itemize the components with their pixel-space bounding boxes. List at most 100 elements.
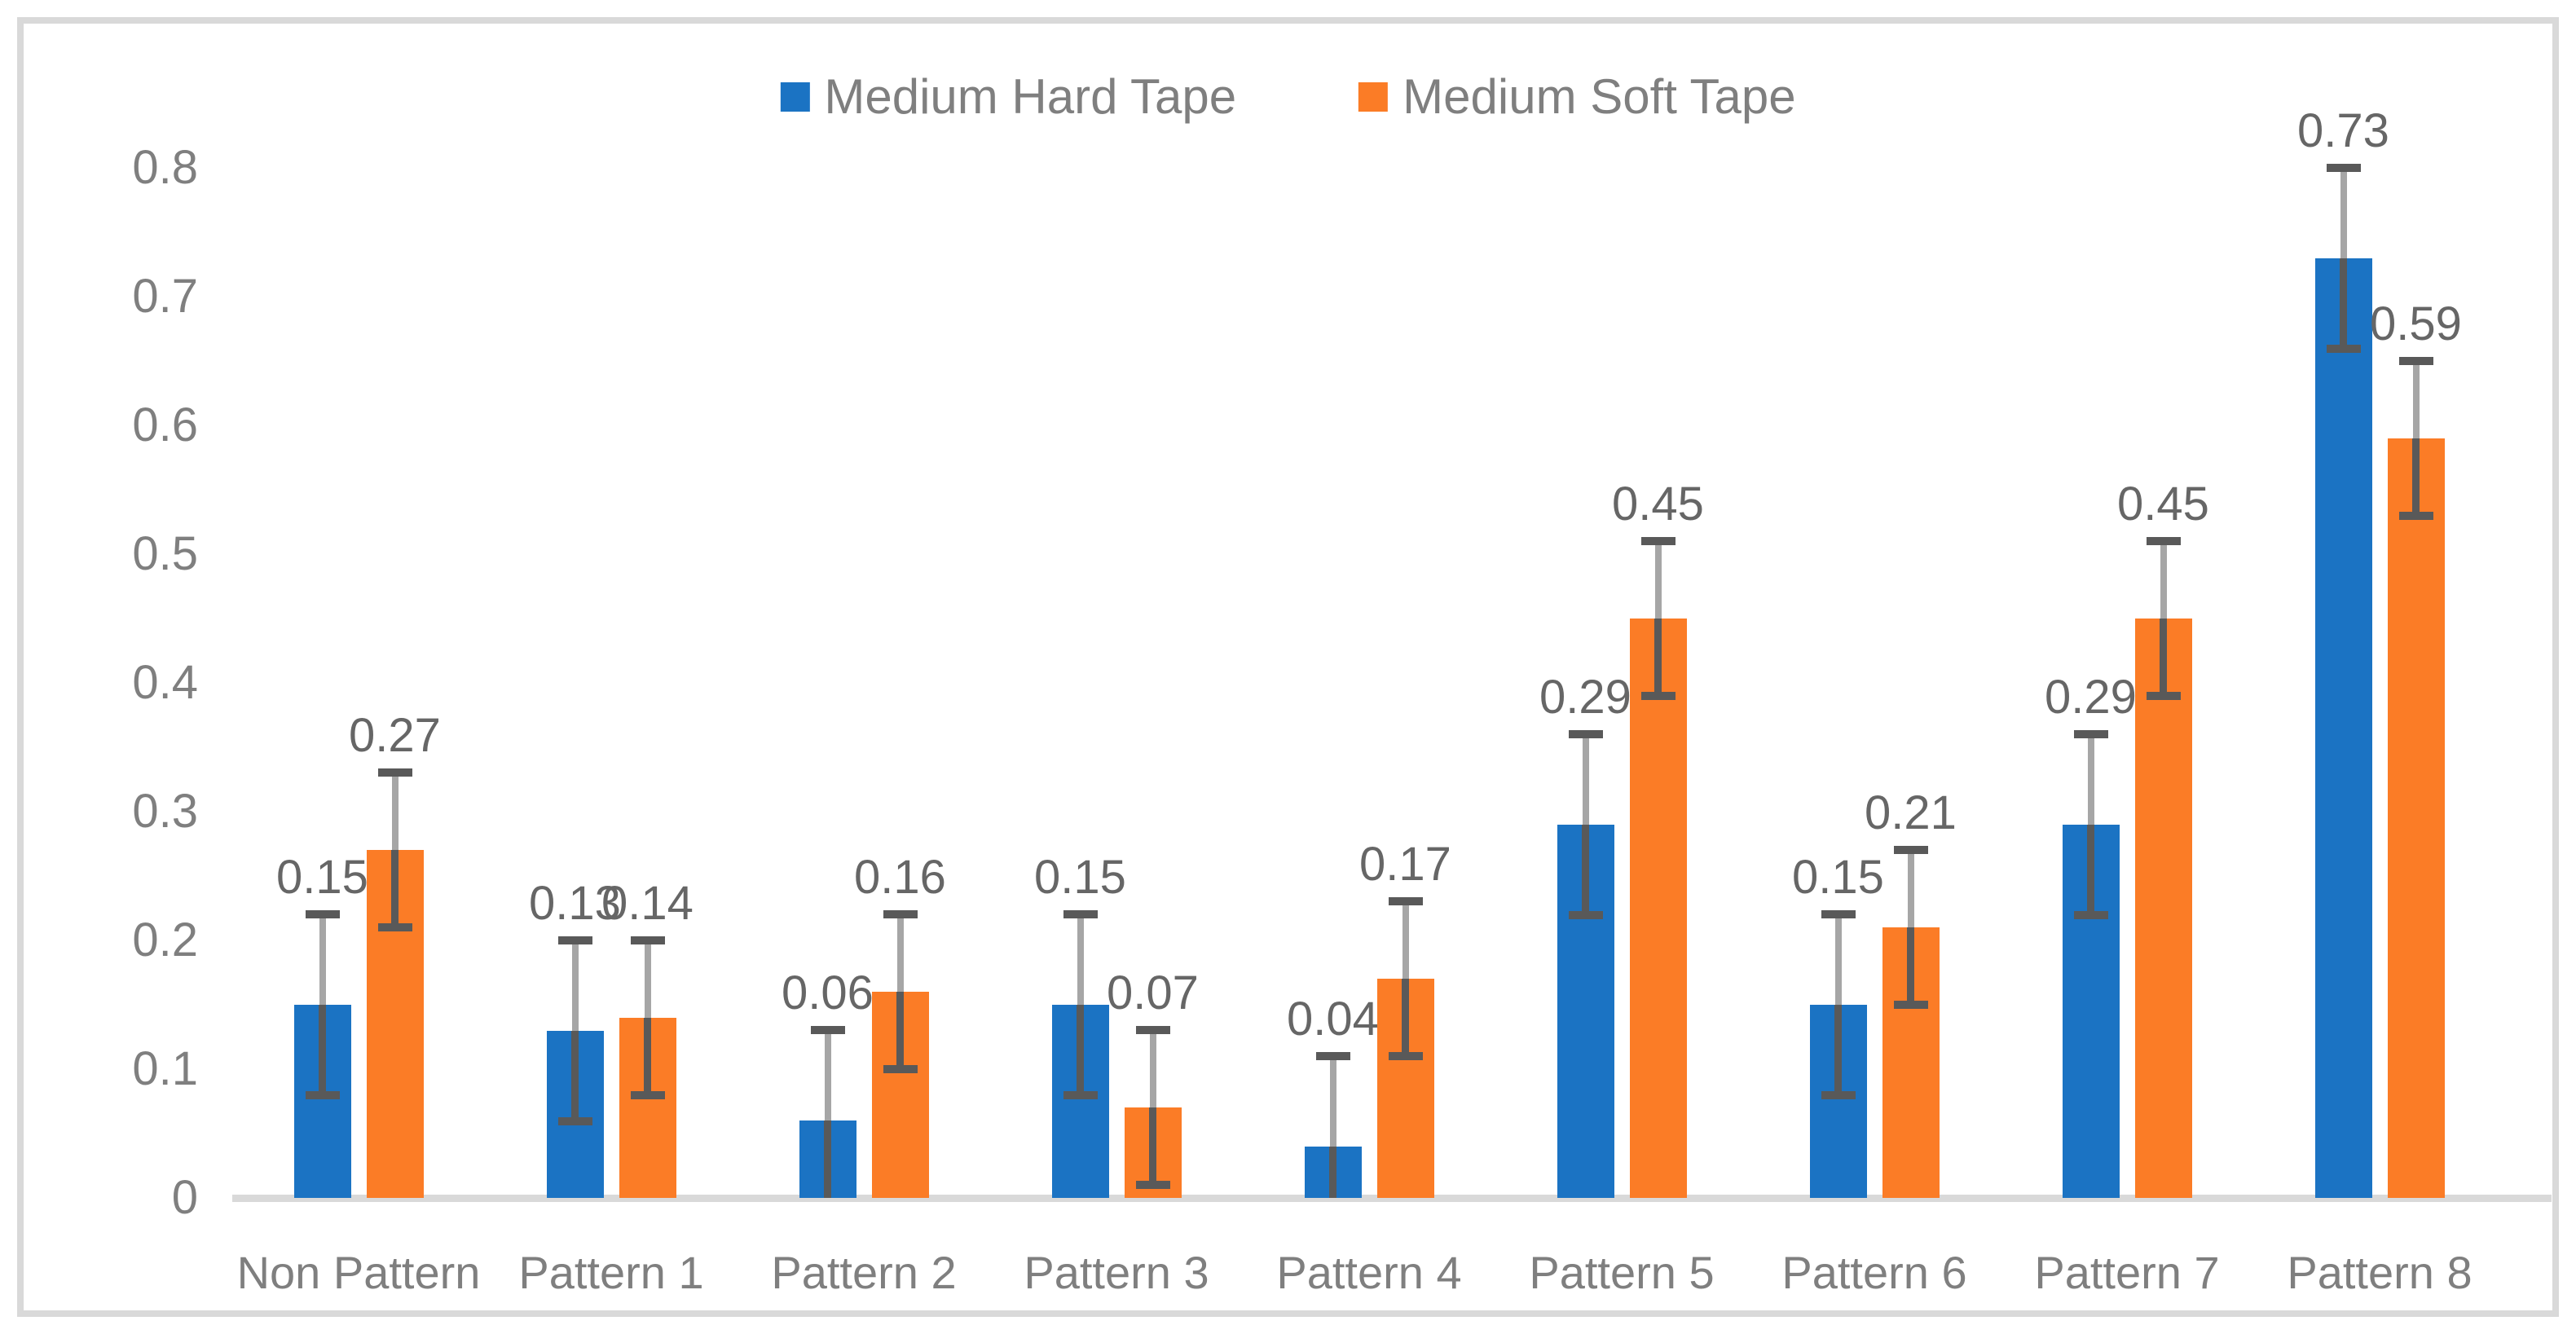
error-bar-upper [2087, 734, 2094, 825]
bar-medium-soft-tape: 0.45 [1612, 481, 1704, 1198]
bar-medium-hard-tape: 0.04 [1287, 996, 1379, 1198]
y-tick-label: 0.5 [132, 527, 198, 580]
data-label: 0.15 [1792, 851, 1884, 904]
y-tick-label: 0.7 [132, 270, 198, 323]
error-bar-lower [570, 1031, 579, 1121]
legend-label-medium-hard-tape: Medium Hard Tape [824, 69, 1237, 124]
error-bar-cap-bottom [2073, 911, 2108, 919]
data-label: 0.73 [2297, 104, 2389, 157]
error-bar-upper [2412, 361, 2420, 438]
error-bar-cap-top [1063, 910, 1098, 918]
bar-group: 0.15 0.27 [232, 168, 485, 1198]
bar-medium-hard-tape: 0.73 [2297, 108, 2389, 1198]
error-bar-cap-bottom [1568, 911, 1603, 919]
error-bar-cap-bottom [1640, 692, 1676, 700]
bar-medium-hard-tape: 0.15 [1792, 854, 1884, 1198]
legend-swatch-medium-hard-tape-icon [780, 82, 810, 112]
x-category-label: Pattern 8 [2287, 1247, 2473, 1298]
error-bar-cap-top [2146, 537, 2181, 545]
error-bar-cap-top [810, 1026, 845, 1034]
data-label: 0.29 [1539, 671, 1631, 724]
error-bar-cap-bottom [557, 1117, 592, 1125]
error-bar-cap-top [305, 910, 340, 918]
bar-medium-hard-tape: 0.06 [782, 970, 874, 1198]
data-label: 0.04 [1287, 993, 1379, 1046]
error-bar-upper [2160, 541, 2167, 619]
bar-medium-hard-tape: 0.15 [1034, 854, 1126, 1198]
y-tick-label: 0 [171, 1171, 198, 1224]
data-label: 0.17 [1359, 838, 1451, 891]
error-bar-cap-top [557, 936, 592, 944]
error-bar-cap-bottom [1388, 1052, 1423, 1060]
error-bar-lower [1653, 619, 1662, 696]
error-bar-lower [2411, 438, 2420, 516]
error-bar-upper [644, 940, 651, 1018]
bar-group: 0.29 0.45 [2001, 168, 2253, 1198]
bar-group: 0.13 0.14 [485, 168, 738, 1198]
error-bar-cap-top [1893, 846, 1928, 854]
error-bar-cap-top [1388, 897, 1423, 905]
bar-group: 0.29 0.45 [1495, 168, 1748, 1198]
error-bar-lower [318, 1005, 326, 1095]
error-bar-upper [1149, 1030, 1156, 1107]
x-axis-line [232, 1195, 2552, 1202]
error-bar-lower [390, 850, 399, 927]
error-bar-upper [1582, 734, 1589, 825]
bar-medium-hard-tape: 0.29 [1539, 674, 1631, 1198]
y-tick-label: 0.2 [132, 914, 198, 966]
y-tick-label: 0.8 [132, 141, 198, 194]
bar-medium-hard-tape: 0.13 [529, 880, 621, 1198]
legend-label-medium-soft-tape: Medium Soft Tape [1402, 69, 1796, 124]
error-bar-cap-top [883, 910, 918, 918]
error-bar-lower [2339, 258, 2347, 349]
error-bar-cap-bottom [2146, 692, 2181, 700]
error-bar-cap-top [1315, 1052, 1350, 1060]
error-bar-upper [1907, 850, 1914, 927]
bar-medium-soft-tape: 0.45 [2117, 481, 2209, 1198]
error-bar-upper [1654, 541, 1662, 619]
bar-medium-soft-tape: 0.59 [2370, 301, 2462, 1198]
bar-group: 0.06 0.16 [738, 168, 990, 1198]
bar-medium-soft-tape: 0.21 [1865, 790, 1957, 1198]
data-label: 0.27 [349, 709, 441, 762]
data-label: 0.15 [276, 851, 368, 904]
data-label: 0.16 [854, 851, 946, 904]
error-bar-cap-bottom [377, 923, 412, 931]
legend-swatch-medium-soft-tape-icon [1358, 82, 1389, 112]
error-bar-lower [1328, 1147, 1336, 1198]
error-bar-cap-top [2398, 357, 2433, 365]
data-label: 0.21 [1865, 786, 1957, 839]
error-bar-cap-top [630, 936, 665, 944]
error-bar-lower [1834, 1005, 1842, 1095]
legend-item-medium-soft-tape: Medium Soft Tape [1358, 70, 1796, 124]
error-bar-cap-top [2326, 164, 2361, 172]
error-bar-upper [824, 1030, 831, 1120]
error-bar-upper [1834, 914, 1842, 1005]
error-bar-cap-bottom [1821, 1091, 1856, 1099]
x-category-label: Pattern 1 [518, 1247, 704, 1298]
bar-medium-soft-tape: 0.16 [854, 854, 946, 1198]
error-bar-upper [896, 914, 904, 992]
error-bar-cap-bottom [883, 1065, 918, 1073]
error-bar-lower [2159, 619, 2167, 696]
error-bar-cap-bottom [2326, 345, 2361, 353]
bar-medium-soft-tape: 0.17 [1359, 841, 1451, 1198]
error-bar-lower [643, 1018, 651, 1095]
data-label: 0.07 [1107, 966, 1199, 1019]
x-category-label: Pattern 7 [2034, 1247, 2220, 1298]
y-tick-label: 0.6 [132, 398, 198, 451]
x-category-label: Pattern 6 [1781, 1247, 1967, 1298]
x-category-label: Pattern 2 [771, 1247, 957, 1298]
y-tick-label: 0.3 [132, 785, 198, 838]
bar-group: 0.04 0.17 [1243, 168, 1495, 1198]
y-tick-label: 0.1 [132, 1042, 198, 1095]
bar-group: 0.73 0.59 [2253, 108, 2506, 1198]
data-label: 0.59 [2370, 297, 2462, 350]
bar-medium-soft-tape: 0.14 [601, 880, 694, 1198]
error-bar-upper [571, 940, 579, 1031]
bar-medium-soft-tape: 0.27 [349, 712, 441, 1198]
error-bar-cap-top [1135, 1026, 1170, 1034]
error-bar-cap-bottom [2398, 512, 2433, 520]
error-bar-lower [2086, 825, 2094, 915]
